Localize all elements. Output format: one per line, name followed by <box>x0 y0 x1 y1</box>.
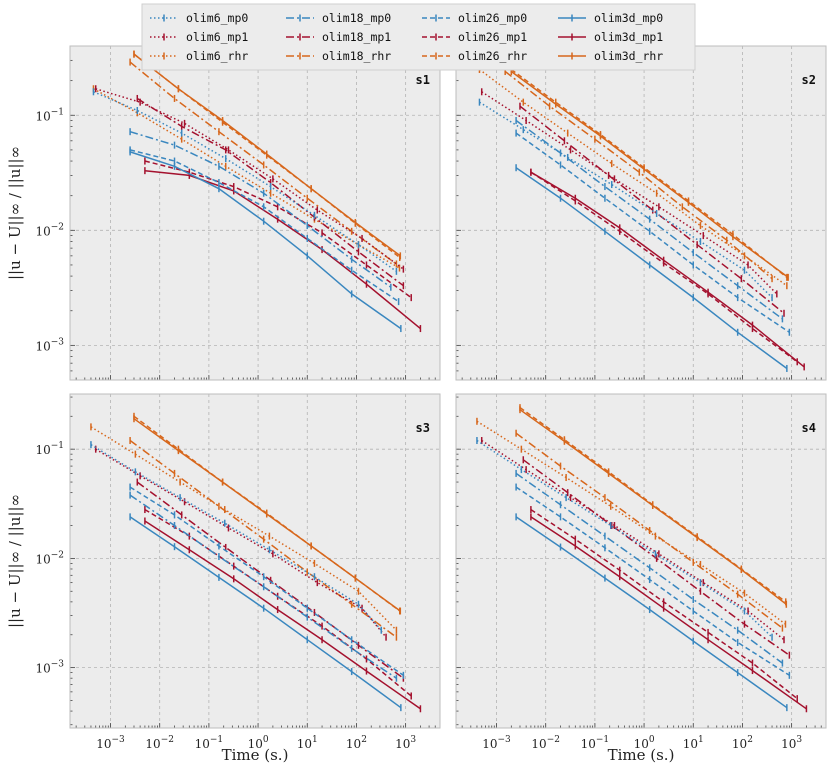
panel-label: s1 <box>416 73 430 87</box>
panel-label: s2 <box>802 73 816 87</box>
x-tick-label: 10−3 <box>96 735 125 751</box>
legend-item-olim26_mp1: olim26_mp1 <box>422 30 527 44</box>
series-olim6_mp1 <box>95 88 404 270</box>
x-tick-label: 100 <box>248 735 269 751</box>
legend-label: olim3d_mp1 <box>594 30 663 44</box>
x-tick-label: 103 <box>781 735 802 751</box>
y-axis-label: ||u − U||∞ / ||u||∞ <box>6 146 24 280</box>
panel-s3: s3 10−3 10−2 10−1 ||u − U||∞ / ||u||∞ 10−3 10−… <box>6 393 441 764</box>
panel-s2: s2 <box>455 45 827 381</box>
legend-label: olim6_mp1 <box>186 30 248 44</box>
series-olim6_mp1 <box>95 448 387 638</box>
legend-item-olim18_mp0: olim18_mp0 <box>286 11 391 25</box>
legend-label: olim6_mp0 <box>186 11 248 25</box>
plot-area <box>70 394 440 728</box>
y-tick-label: 10−1 <box>35 441 64 457</box>
legend-item-olim6_rhr: olim6_rhr <box>150 49 248 63</box>
legend-label: olim3d_mp0 <box>594 11 663 25</box>
legend-label: olim3d_rhr <box>594 49 663 63</box>
legend-label: olim26_mp1 <box>458 30 527 44</box>
legend: olim6_mp0 olim18_mp0 olim26_mp0 olim3d_mp0o… <box>141 3 696 71</box>
series-olim6_rhr <box>479 68 788 287</box>
x-tick-label: 10−3 <box>482 735 511 751</box>
panel-label: s3 <box>416 421 430 435</box>
x-tick-label: 101 <box>297 735 318 751</box>
series-olim6_mp0 <box>476 439 773 638</box>
legend-item-olim6_mp0: olim6_mp0 <box>150 11 248 25</box>
y-tick-label: 10−3 <box>35 337 64 353</box>
x-tick-label: 10−2 <box>145 735 174 751</box>
legend-item-olim3d_rhr: olim3d_rhr <box>558 49 663 63</box>
legend-label: olim18_mp0 <box>322 11 391 25</box>
x-tick-label: 102 <box>732 735 753 751</box>
x-tick-label: 10−1 <box>581 735 610 751</box>
legend-item-olim18_rhr: olim18_rhr <box>286 49 391 63</box>
legend-label: olim26_mp0 <box>458 11 527 25</box>
legend-label: olim18_rhr <box>322 49 391 63</box>
panel-s4: s4 10−3 10−2 10−1 100 101 102 103 Time (s.) <box>455 393 827 764</box>
series-olim6_rhr <box>90 426 397 631</box>
y-tick-label: 10−3 <box>35 660 64 676</box>
plot-area <box>70 46 440 380</box>
x-tick-label: 103 <box>395 735 416 751</box>
x-tick-label: 10−2 <box>531 735 560 751</box>
panel-s1: s1 10−3 10−2 10−1 ||u − U||∞ / ||u||∞ <box>6 45 441 381</box>
legend-item-olim3d_mp1: olim3d_mp1 <box>558 30 663 44</box>
legend-label: olim18_mp1 <box>322 30 391 44</box>
series-olim6_mp0 <box>90 444 382 631</box>
legend-item-olim3d_mp0: olim3d_mp0 <box>558 11 663 25</box>
series-olim6_mp1 <box>481 91 778 295</box>
x-tick-label: 100 <box>634 735 655 751</box>
x-tick-label: 102 <box>346 735 367 751</box>
legend-item-olim26_rhr: olim26_rhr <box>422 49 527 63</box>
legend-item-olim6_mp1: olim6_mp1 <box>150 30 248 44</box>
series-olim6_mp1 <box>481 439 785 641</box>
legend-item-olim18_mp1: olim18_mp1 <box>286 30 391 44</box>
x-axis-label: Time (s.) <box>222 746 289 764</box>
series-olim6_mp0 <box>479 101 773 299</box>
x-tick-label: 10−1 <box>195 735 224 751</box>
y-tick-label: 10−1 <box>35 107 64 123</box>
legend-label: olim6_rhr <box>186 49 248 63</box>
y-tick-label: 10−2 <box>35 550 64 566</box>
legend-item-olim26_mp0: olim26_mp0 <box>422 11 527 25</box>
legend-label: olim26_rhr <box>458 49 527 63</box>
y-axis-label: ||u − U||∞ / ||u||∞ <box>6 494 24 628</box>
panel-label: s4 <box>802 421 816 435</box>
plot-frame <box>455 393 827 729</box>
panels: s1 10−3 10−2 10−1 ||u − U||∞ / ||u||∞ s2 s3 10−… <box>6 45 827 764</box>
series-olim6_rhr <box>476 420 786 625</box>
plot-frame <box>69 393 441 729</box>
x-axis-label: Time (s.) <box>608 746 675 764</box>
legend-box <box>141 3 696 71</box>
y-tick-label: 10−2 <box>35 222 64 238</box>
x-tick-label: 101 <box>683 735 704 751</box>
